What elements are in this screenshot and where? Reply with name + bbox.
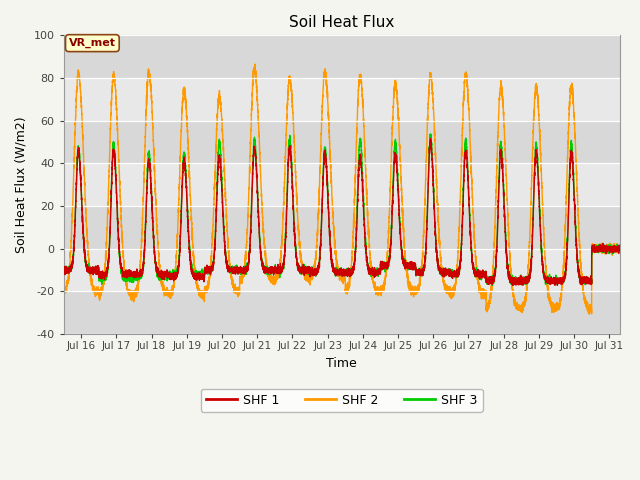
SHF 3 [502,240,509,246]
SHF 1 [427,136,435,142]
SHF 2 [413,290,421,296]
Bar [63,291,620,334]
SHF 3 [60,271,67,276]
SHF 1 [389,198,397,204]
SHF 3 [88,267,95,273]
SHF 2 [586,312,593,317]
SHF 1 [60,264,67,270]
SHF 1 [616,246,624,252]
SHF 1 [88,266,95,272]
Bar [63,120,620,163]
SHF 1 [472,270,480,276]
Line: SHF 2: SHF 2 [63,64,620,314]
X-axis label: Time: Time [326,357,357,370]
SHF 2 [502,158,509,164]
SHF 1 [509,283,516,288]
SHF 2 [60,286,67,292]
SHF 2 [251,61,259,67]
SHF 3 [389,190,397,196]
SHF 3 [413,268,421,274]
Bar [63,163,620,206]
SHF 2 [389,114,397,120]
SHF 3 [472,269,480,275]
Line: SHF 3: SHF 3 [63,134,620,286]
SHF 3 [488,283,496,288]
Bar [63,78,620,120]
Bar [63,249,620,291]
Title: Soil Heat Flux: Soil Heat Flux [289,15,394,30]
SHF 2 [472,262,480,268]
SHF 2 [616,246,624,252]
SHF 1 [502,238,509,243]
SHF 3 [261,267,269,273]
SHF 1 [261,264,269,270]
SHF 2 [261,250,269,256]
Bar [63,36,620,78]
SHF 3 [426,131,434,137]
Line: SHF 1: SHF 1 [63,139,620,286]
Y-axis label: Soil Heat Flux (W/m2): Soil Heat Flux (W/m2) [15,117,28,253]
SHF 2 [88,279,95,285]
Text: VR_met: VR_met [69,38,116,48]
Bar [63,206,620,249]
SHF 3 [616,247,624,252]
Legend: SHF 1, SHF 2, SHF 3: SHF 1, SHF 2, SHF 3 [201,389,483,411]
SHF 1 [413,270,421,276]
